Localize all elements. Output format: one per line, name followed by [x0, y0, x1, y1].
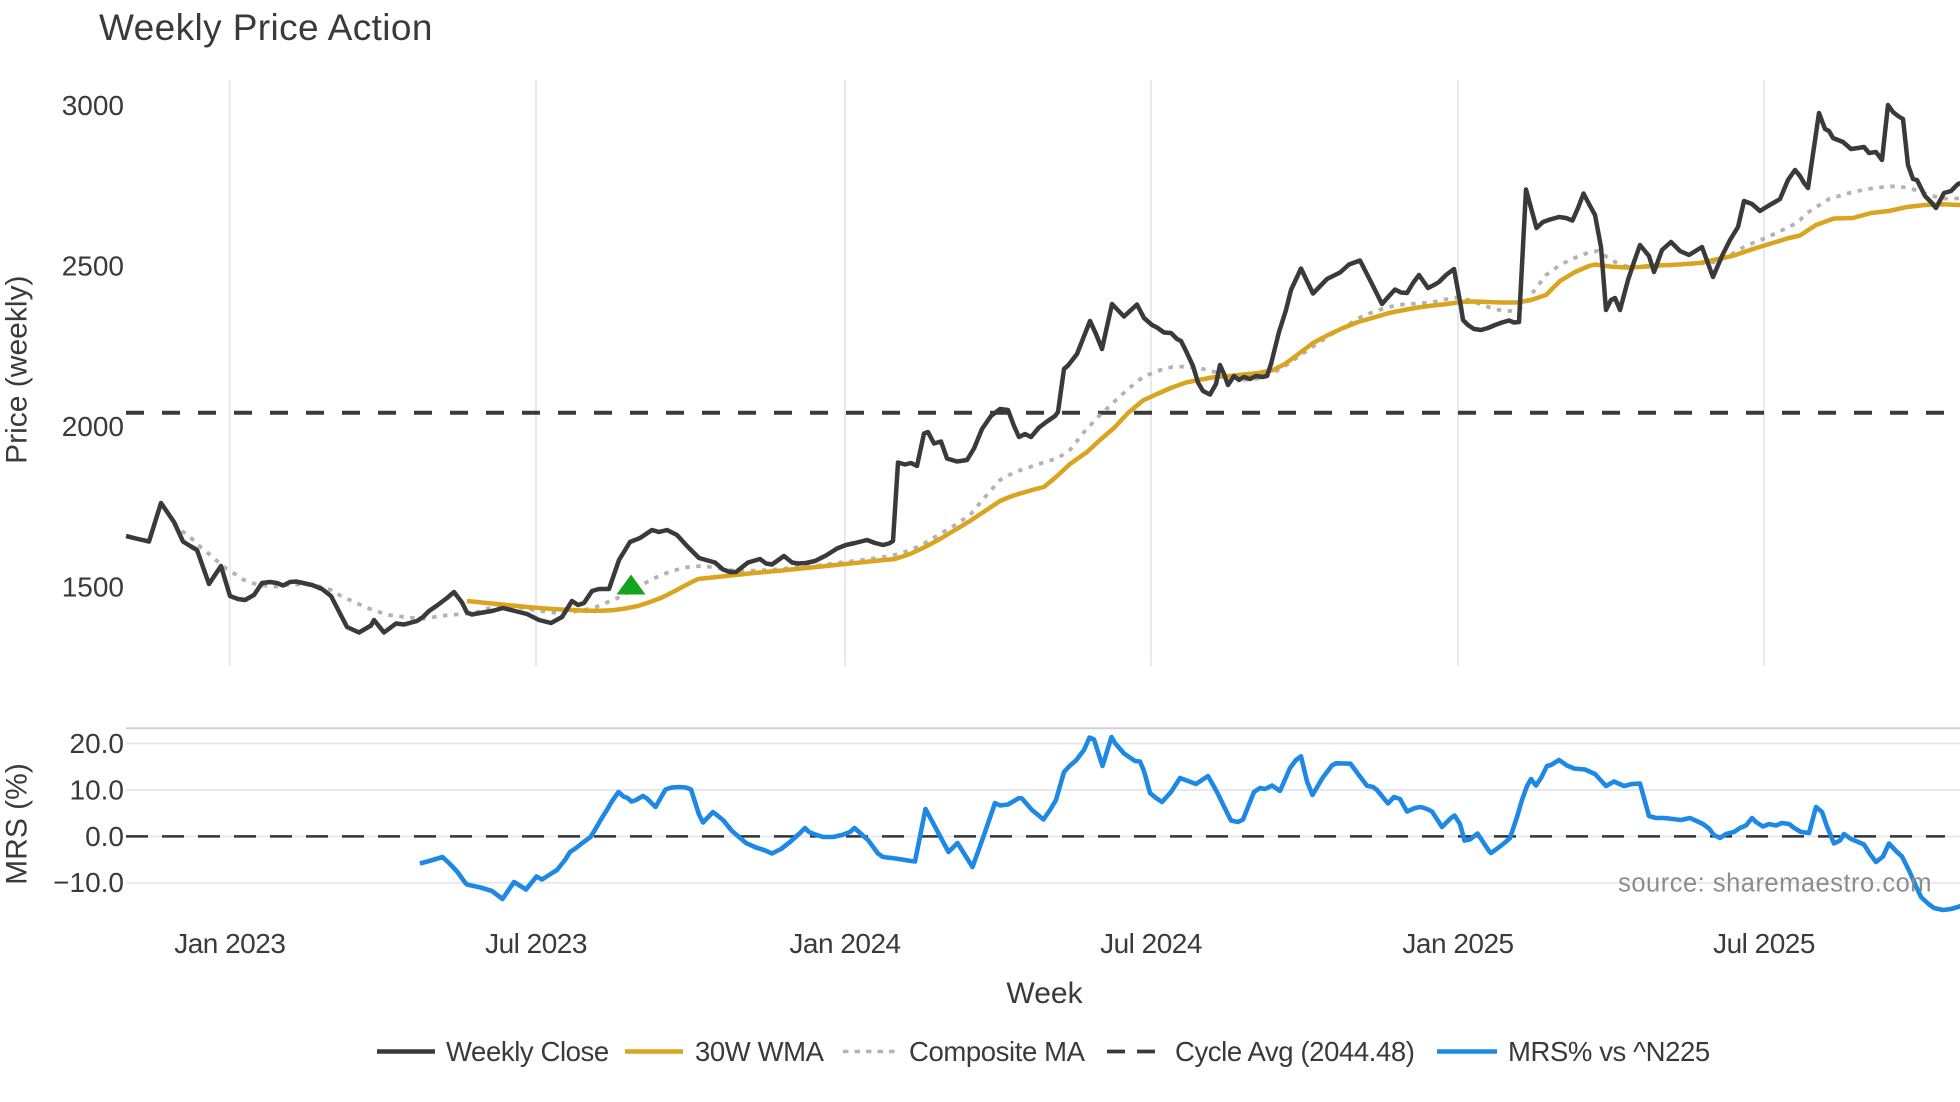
svg-text:Week: Week: [1006, 977, 1083, 1010]
svg-text:1500: 1500: [62, 572, 124, 603]
svg-text:Jan 2024: Jan 2024: [789, 928, 900, 959]
svg-text:10.0: 10.0: [70, 775, 125, 806]
svg-text:MRS (%): MRS (%): [1, 763, 34, 885]
svg-text:3000: 3000: [62, 90, 124, 121]
svg-text:Jul 2023: Jul 2023: [485, 928, 587, 959]
svg-text:30W WMA: 30W WMA: [695, 1036, 825, 1067]
svg-text:Weekly Close: Weekly Close: [446, 1036, 609, 1067]
svg-text:Cycle Avg (2044.48): Cycle Avg (2044.48): [1175, 1036, 1415, 1067]
svg-text:−10.0: −10.0: [53, 867, 124, 898]
svg-text:Jul 2025: Jul 2025: [1713, 928, 1815, 959]
svg-text:2500: 2500: [62, 250, 124, 281]
svg-text:Price (weekly): Price (weekly): [1, 276, 34, 464]
svg-text:Weekly Price Action: Weekly Price Action: [99, 7, 433, 48]
svg-text:MRS% vs ^N225: MRS% vs ^N225: [1508, 1036, 1710, 1067]
svg-text:Jan 2023: Jan 2023: [174, 928, 285, 959]
svg-text:Jul 2024: Jul 2024: [1100, 928, 1202, 959]
svg-text:Composite MA: Composite MA: [909, 1036, 1086, 1067]
svg-text:Jan 2025: Jan 2025: [1402, 928, 1513, 959]
svg-text:20.0: 20.0: [70, 728, 125, 759]
svg-text:0.0: 0.0: [85, 821, 124, 852]
svg-text:2000: 2000: [62, 411, 124, 442]
svg-text:source: sharemaestro.com: source: sharemaestro.com: [1618, 870, 1932, 898]
